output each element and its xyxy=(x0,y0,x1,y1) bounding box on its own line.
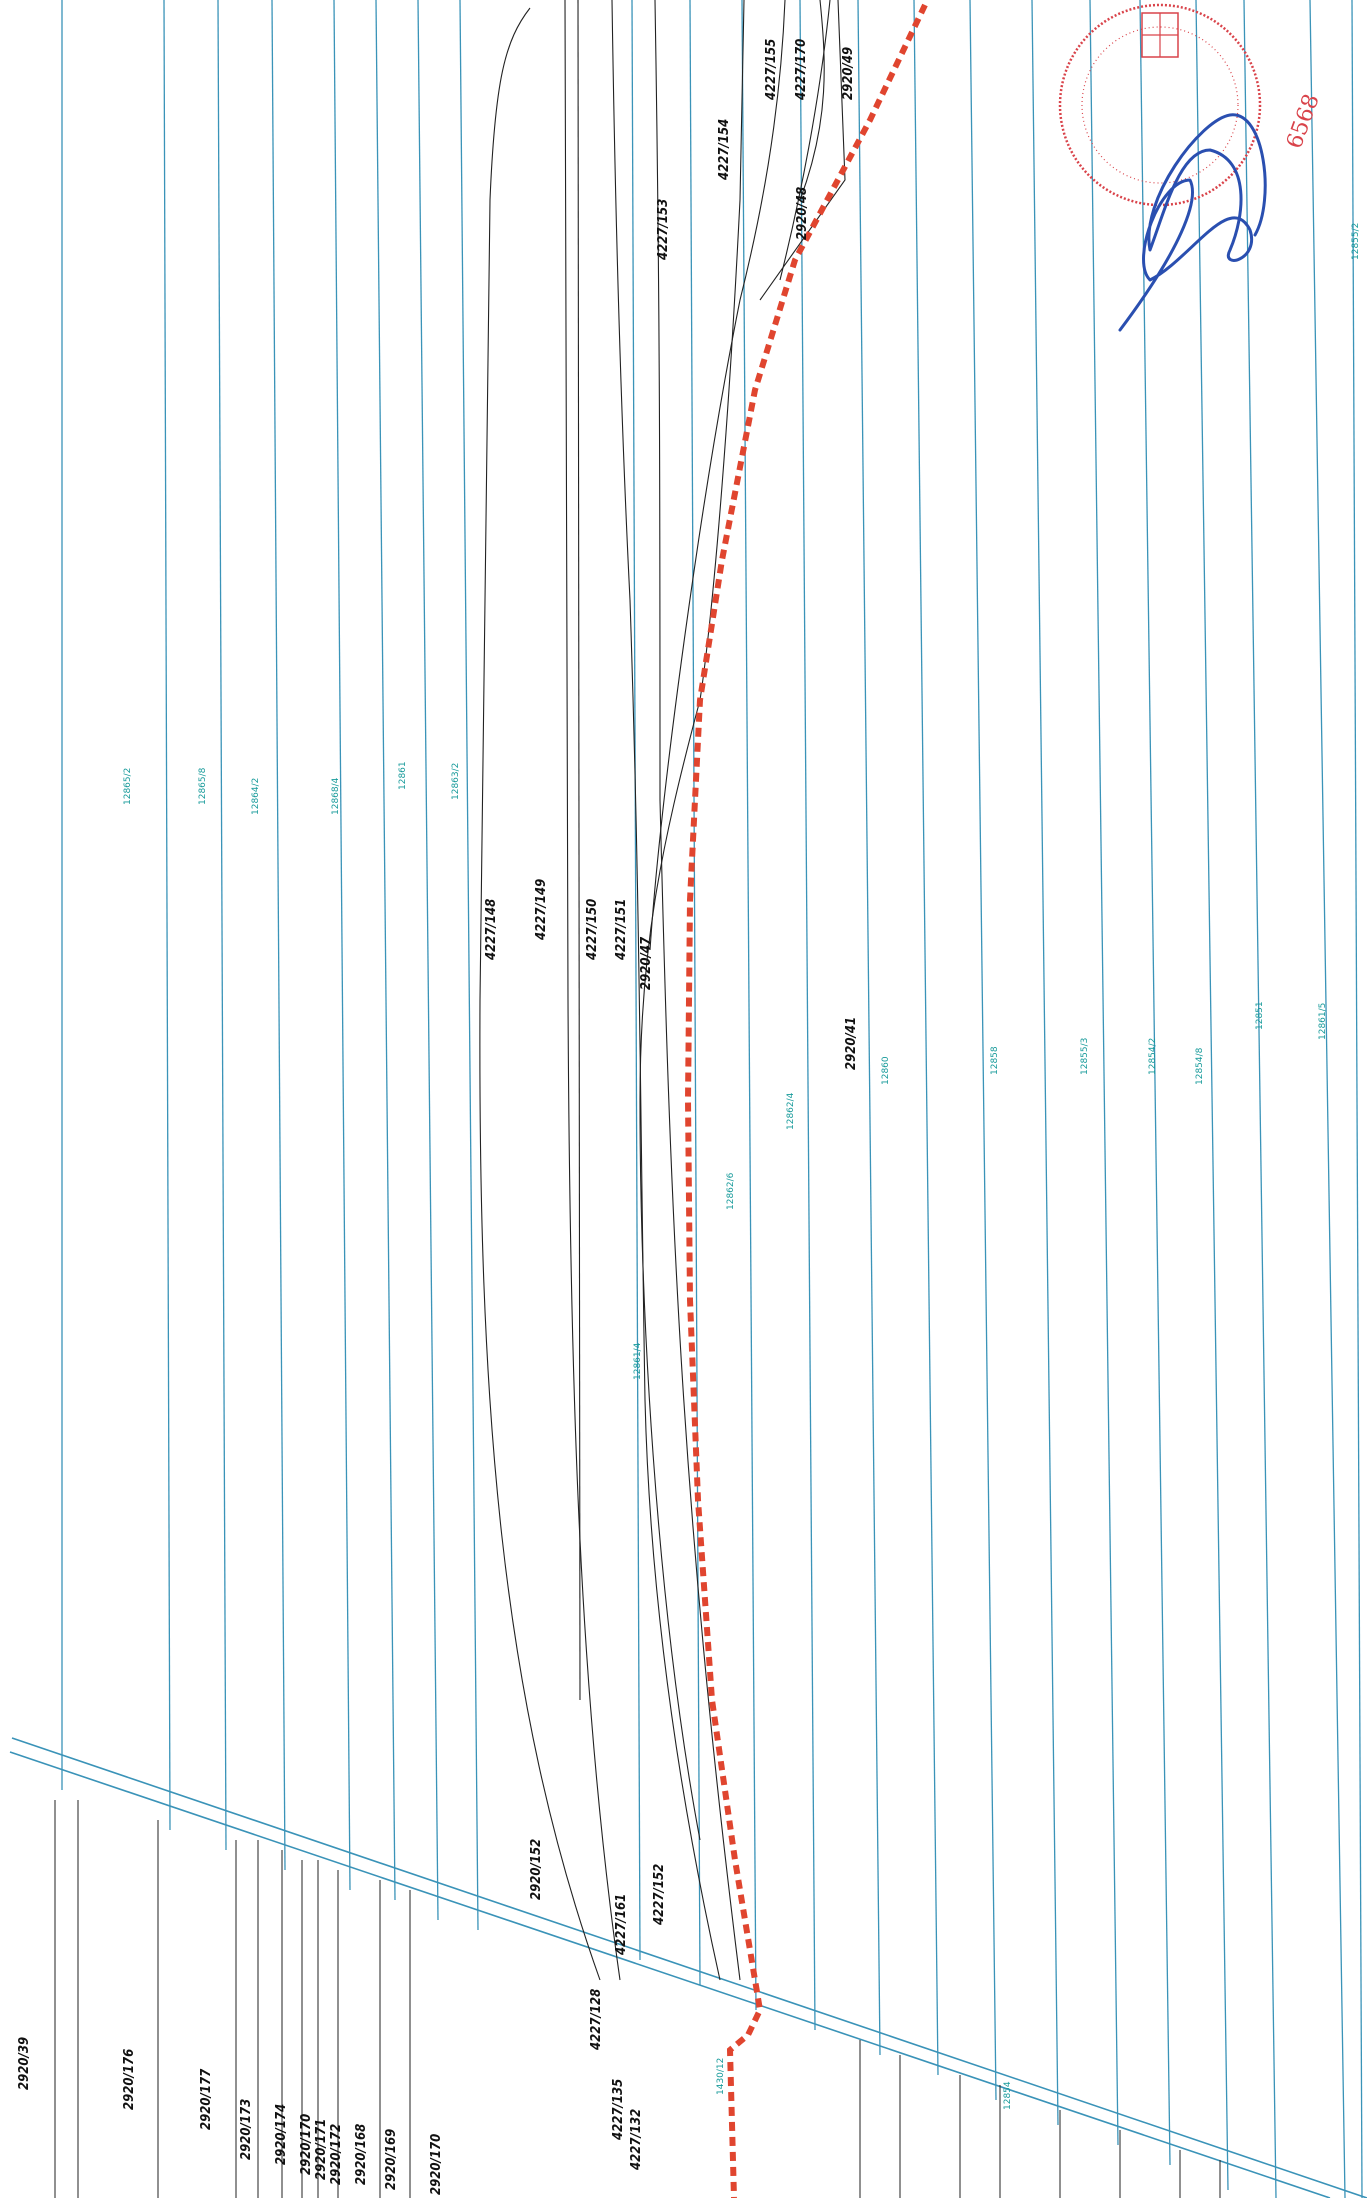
label-2920-172: 2920/172 xyxy=(329,2124,344,2185)
teal-12868-4: 12868/4 xyxy=(331,777,341,815)
label-4227-151: 4227/151 xyxy=(614,899,629,960)
label-2920-170: 2920/170 xyxy=(299,2114,314,2175)
label-2920-173: 2920/173 xyxy=(239,2099,254,2160)
label-4227-149: 4227/149 xyxy=(534,879,549,940)
label-4227-148: 4227/148 xyxy=(484,899,499,960)
teal-12855-2: 12855/2 xyxy=(1351,223,1361,260)
label-4227-155: 4227/155 xyxy=(764,39,779,100)
stamp-number: 6568 xyxy=(1282,91,1325,152)
teal-12863-2: 12863/2 xyxy=(451,763,461,800)
teal-12861: 12861 xyxy=(398,761,408,790)
label-2920-47: 2920/47 xyxy=(639,936,654,990)
label-2920-171: 2920/171 xyxy=(314,2119,329,2180)
teal-12861-4: 12861/4 xyxy=(633,1342,643,1380)
signature-scribble xyxy=(1118,113,1267,332)
label-4227-170: 4227/170 xyxy=(794,39,809,100)
label-2920-169: 2920/169 xyxy=(384,2129,399,2190)
teal-12854: 12854 xyxy=(1003,2081,1013,2110)
plot-boundaries xyxy=(479,0,846,1981)
label-2920-170b: 2920/170 xyxy=(429,2134,444,2195)
teal-12862-6: 12862/6 xyxy=(726,1172,736,1210)
teal-12858: 12858 xyxy=(990,1046,1000,1075)
label-2920-177: 2920/177 xyxy=(199,2068,214,2130)
teal-12865-2: 12865/2 xyxy=(123,768,133,805)
lower-lot-lines xyxy=(54,1800,1221,2198)
label-2920-41: 2920/41 xyxy=(844,1017,859,1070)
teal-1430-12: 1430/12 xyxy=(716,2058,726,2095)
label-2920-39: 2920/39 xyxy=(17,2037,32,2090)
label-4227-135: 4227/135 xyxy=(611,2079,626,2140)
teal-12854-8: 12854/8 xyxy=(1195,1047,1205,1085)
road-boundary xyxy=(9,1737,1367,2198)
black-labels: 4227/148 4227/149 4227/150 4227/151 4227… xyxy=(17,39,859,2195)
red-dashed-boundary xyxy=(684,3,928,2198)
label-4227-152: 4227/152 xyxy=(652,1864,667,1925)
label-2920-174: 2920/174 xyxy=(274,2104,289,2165)
label-2920-49: 2920/49 xyxy=(841,47,856,100)
label-2920-152: 2920/152 xyxy=(529,1839,544,1900)
label-2920-168: 2920/168 xyxy=(354,2124,369,2185)
teal-12862-4: 12862/4 xyxy=(786,1092,796,1130)
teal-12854-2: 12854/2 xyxy=(1148,1038,1158,1075)
teal-12864-2: 12864/2 xyxy=(251,778,261,815)
label-4227-128: 4227/128 xyxy=(589,1989,604,2050)
label-4227-132: 4227/132 xyxy=(629,2109,644,2170)
label-4227-161: 4227/161 xyxy=(614,1894,629,1955)
teal-12851: 12851 xyxy=(1255,1001,1265,1030)
teal-12861-5: 12861/5 xyxy=(1318,1003,1328,1040)
seal-stamp xyxy=(1058,3,1262,207)
parcel-lines xyxy=(61,0,1363,2198)
teal-12860: 12860 xyxy=(881,1056,891,1085)
label-4227-150: 4227/150 xyxy=(585,899,600,960)
label-4227-153: 4227/153 xyxy=(656,199,671,260)
teal-12855-3: 12855/3 xyxy=(1080,1038,1090,1075)
label-4227-154: 4227/154 xyxy=(717,119,732,180)
teal-12865-8: 12865/8 xyxy=(198,767,208,805)
label-2920-176: 2920/176 xyxy=(122,2049,137,2110)
teal-labels: 12865/2 12865/8 12864/2 12868/4 12861 12… xyxy=(123,223,1361,2110)
label-2920-48: 2920/48 xyxy=(795,187,810,240)
